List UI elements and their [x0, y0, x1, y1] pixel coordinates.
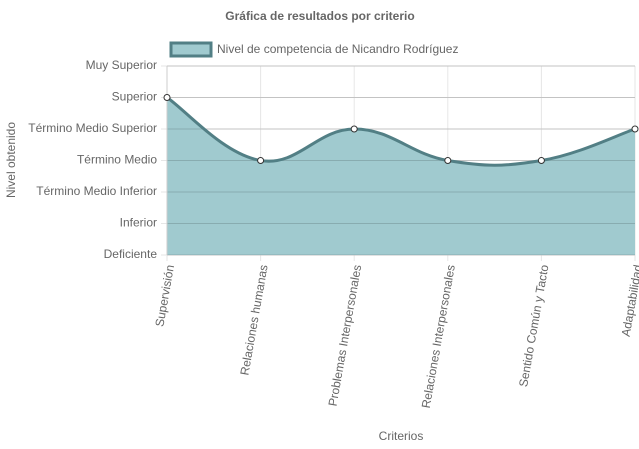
legend-swatch [169, 41, 213, 58]
point [350, 125, 358, 133]
x-tick-label: Sentido Común y Tacto [516, 263, 551, 388]
chart-title: Gráfica de resultados por criterio [225, 9, 414, 23]
y-tick-label: Término Medio Superior [28, 121, 157, 135]
point [444, 157, 452, 164]
point [163, 94, 171, 101]
x-tick-label: Problemas Interpersonales [326, 264, 365, 408]
y-axis-title: Nivel obtenido [4, 122, 18, 198]
y-tick-label: Término Medio Inferior [36, 184, 157, 198]
x-axis-title: Criterios [379, 429, 424, 443]
point [631, 125, 639, 133]
x-tick-label: Relaciones Interpersonales [419, 264, 458, 410]
y-tick-label: Superior [112, 90, 157, 104]
y-tick-label: Muy Superior [86, 58, 157, 72]
y-tick-label: Deficiente [104, 247, 158, 261]
y-tick-label: Término Medio [77, 153, 157, 167]
x-tick-label: Relaciones humanas [237, 264, 270, 377]
line [166, 96, 636, 167]
point [257, 157, 265, 164]
legend-label: Nivel de competencia de Nicandro Rodrígu… [217, 42, 458, 56]
area [167, 97, 635, 255]
x-tick-label: Supervisión [152, 264, 177, 328]
x-tick-label: Adaptabilidad [619, 264, 639, 338]
y-tick-label: Inferior [120, 216, 157, 230]
point [537, 157, 545, 164]
